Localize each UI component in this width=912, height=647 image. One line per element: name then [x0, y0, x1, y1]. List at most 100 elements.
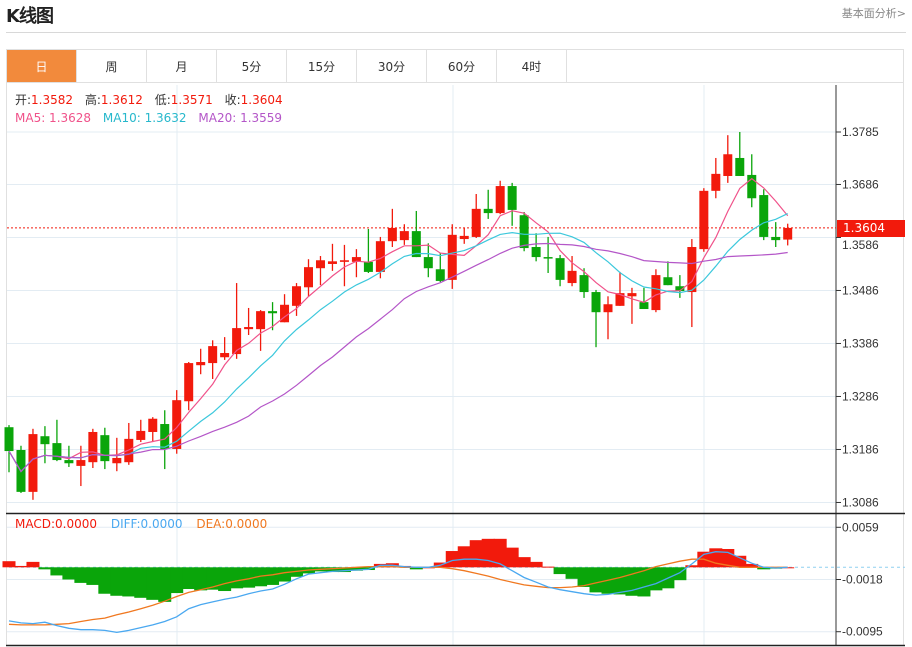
- macd-bar: [445, 551, 459, 568]
- candle-body: [771, 236, 781, 241]
- candle-body: [160, 424, 170, 449]
- candle-body: [28, 434, 38, 492]
- candle-body: [603, 304, 613, 313]
- price-tick-label: 1.3286: [842, 389, 879, 403]
- macd-bar: [745, 563, 759, 568]
- candle: [363, 228, 373, 273]
- candle-body: [399, 231, 409, 241]
- candle-body: [567, 270, 577, 284]
- tab-30min[interactable]: 30分: [357, 50, 427, 82]
- macd-bar: [493, 538, 507, 568]
- macd-bar: [86, 567, 100, 585]
- candle: [292, 283, 302, 316]
- candle-body: [687, 247, 697, 293]
- candle: [591, 289, 601, 348]
- macd-bar: [553, 567, 567, 575]
- macd-bar: [325, 567, 339, 573]
- candle-body: [615, 293, 625, 306]
- ma20-value: MA20: 1.3559: [198, 111, 283, 125]
- macd-bar: [685, 565, 699, 568]
- candle-body: [759, 195, 769, 237]
- candle: [268, 302, 278, 331]
- macd-bar: [206, 567, 220, 590]
- macd-bar: [577, 567, 591, 587]
- candle: [699, 188, 709, 252]
- tab-day[interactable]: 日: [7, 50, 77, 82]
- macd-bar: [517, 557, 531, 568]
- candle: [351, 249, 361, 278]
- candle-body: [651, 275, 661, 311]
- macd-bar: [158, 567, 172, 602]
- candle: [184, 362, 194, 411]
- tab-month[interactable]: 月: [147, 50, 217, 82]
- current-price-tag: 1.3604: [837, 220, 905, 237]
- candle-body: [76, 460, 86, 466]
- candle-body: [172, 400, 182, 449]
- candle-body: [196, 362, 206, 366]
- macd-bar: [589, 567, 603, 593]
- candle-body: [100, 435, 110, 462]
- price-tick-label: 1.3186: [842, 442, 879, 456]
- candle-body: [555, 258, 565, 280]
- macd-bar: [613, 567, 627, 595]
- candle: [519, 212, 529, 252]
- candle: [16, 445, 26, 493]
- candle-body: [339, 260, 349, 262]
- macd-bar: [278, 567, 292, 582]
- candle: [615, 271, 625, 306]
- candle: [447, 224, 457, 289]
- macd-bar: [469, 540, 483, 568]
- macd-bar: [565, 567, 579, 579]
- high-label: 高:: [84, 93, 101, 107]
- candle: [627, 287, 637, 324]
- macd-bar: [110, 567, 124, 596]
- candle-body: [244, 327, 254, 330]
- candle-body: [40, 436, 50, 445]
- candle: [411, 210, 421, 258]
- tab-15min[interactable]: 15分: [287, 50, 357, 82]
- candle-body: [88, 431, 98, 463]
- macd-value: MACD:0.0000: [15, 517, 98, 531]
- candle-body: [447, 234, 457, 280]
- ohlc-info: 开:1.3582 高:1.3612 低:1.3571 收:1.3604: [15, 93, 291, 107]
- candle: [315, 256, 325, 286]
- macd-bar: [481, 538, 495, 568]
- macd-info: MACD:0.0000 DIFF:0.0000 DEA:0.0000: [15, 517, 267, 531]
- candle-body: [315, 260, 325, 269]
- close-label: 收:: [224, 93, 241, 107]
- macd-bar: [409, 567, 423, 570]
- candle: [196, 348, 206, 375]
- candle: [531, 233, 541, 262]
- dea-line: [8, 558, 788, 626]
- tab-week[interactable]: 周: [77, 50, 147, 82]
- candle: [232, 283, 242, 359]
- candle: [435, 252, 445, 282]
- candle: [64, 445, 74, 467]
- ma-info: MA5: 1.3628 MA10: 1.3632 MA20: 1.3559: [15, 111, 282, 125]
- diff-value: DIFF:0.0000: [110, 517, 183, 531]
- candle: [471, 194, 481, 238]
- price-tick-label: 1.3686: [842, 177, 879, 191]
- fundamental-analysis-link[interactable]: 基本面分析>: [841, 7, 906, 20]
- macd-bar: [194, 567, 208, 591]
- candle: [723, 135, 733, 183]
- tab-60min[interactable]: 60分: [427, 50, 497, 82]
- tab-5min[interactable]: 5分: [217, 50, 287, 82]
- candle-body: [531, 247, 541, 258]
- macd-bar: [134, 567, 148, 598]
- macd-bar: [529, 561, 543, 568]
- candle-body: [363, 261, 373, 272]
- macd-tick-label: 0.0059: [842, 520, 879, 534]
- candle-body: [519, 215, 529, 249]
- candle-body: [256, 311, 266, 330]
- candle-body: [387, 227, 397, 242]
- ma5-value: MA5: 1.3628: [15, 111, 92, 125]
- tab-4hour[interactable]: 4时: [497, 50, 567, 82]
- candle: [639, 287, 649, 310]
- macd-bar: [14, 565, 28, 568]
- macd-tick-label: -0.0018: [842, 573, 883, 587]
- candle: [28, 428, 38, 500]
- candle: [52, 419, 62, 462]
- candle-body: [471, 208, 481, 237]
